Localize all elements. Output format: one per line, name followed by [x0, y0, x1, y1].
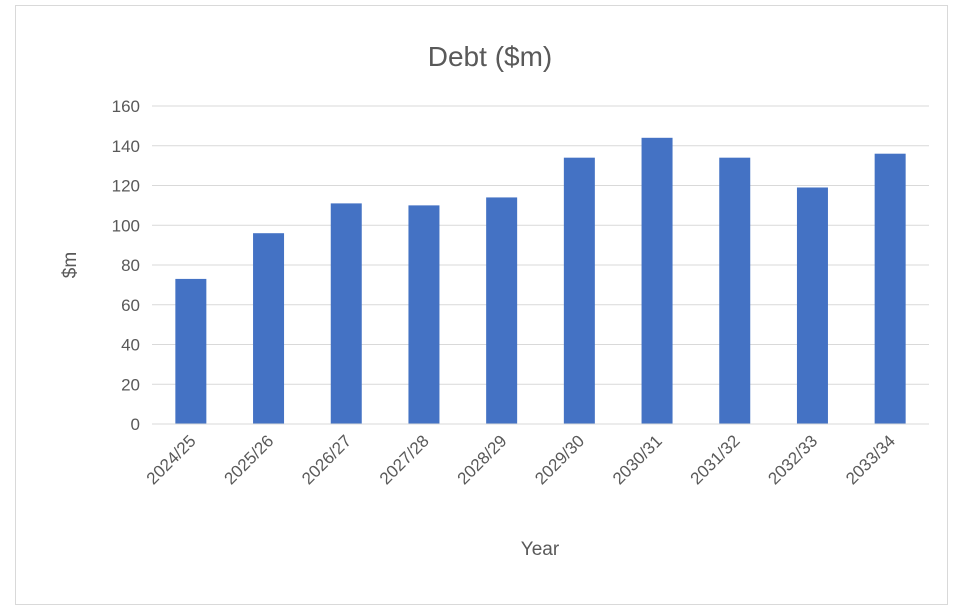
x-tick-label: 2031/32: [687, 431, 744, 488]
x-tick-label: 2024/25: [143, 431, 200, 488]
y-tick-label: 0: [131, 415, 140, 434]
y-axis-title: $m: [60, 252, 81, 278]
bar-2026-27: [330, 203, 362, 424]
y-tick-label: 20: [121, 375, 140, 394]
bar-2030-31: [641, 137, 673, 425]
x-tick-label: 2032/33: [764, 431, 821, 488]
x-tick-label: 2029/30: [531, 431, 588, 488]
y-tick-label: 120: [112, 177, 140, 196]
x-axis-title: Year: [521, 539, 560, 560]
x-axis-ticks: 2024/25 2025/26 2026/27 2027/28 2028/29 2029/…: [143, 431, 899, 488]
bar-2033-34: [874, 153, 906, 424]
x-tick-label: 2027/28: [376, 431, 433, 488]
bar-2028-29: [486, 197, 518, 424]
chart-title: Debt ($m): [428, 41, 552, 72]
y-tick-label: 80: [121, 256, 140, 275]
y-tick-label: 160: [112, 97, 140, 116]
x-tick-label: 2028/29: [454, 431, 511, 488]
y-tick-label: 100: [112, 216, 140, 235]
bar-2031-32: [719, 157, 751, 425]
bars: [152, 137, 929, 425]
bar-2024-25: [175, 278, 207, 424]
x-tick-label: 2033/34: [842, 431, 899, 488]
bar-2029-30: [563, 157, 595, 425]
y-tick-label: 140: [112, 137, 140, 156]
x-tick-label: 2026/27: [298, 431, 355, 488]
x-tick-label: 2025/26: [220, 431, 277, 488]
bar-2032-33: [796, 187, 828, 424]
bar-2027-28: [408, 205, 440, 424]
y-tick-label: 60: [121, 296, 140, 315]
y-axis-ticks: 0 20 40 60 80 100 120 140 160: [112, 97, 140, 434]
x-tick-label: 2030/31: [609, 431, 666, 488]
bar-2025-26: [253, 233, 285, 424]
y-tick-label: 40: [121, 336, 140, 355]
